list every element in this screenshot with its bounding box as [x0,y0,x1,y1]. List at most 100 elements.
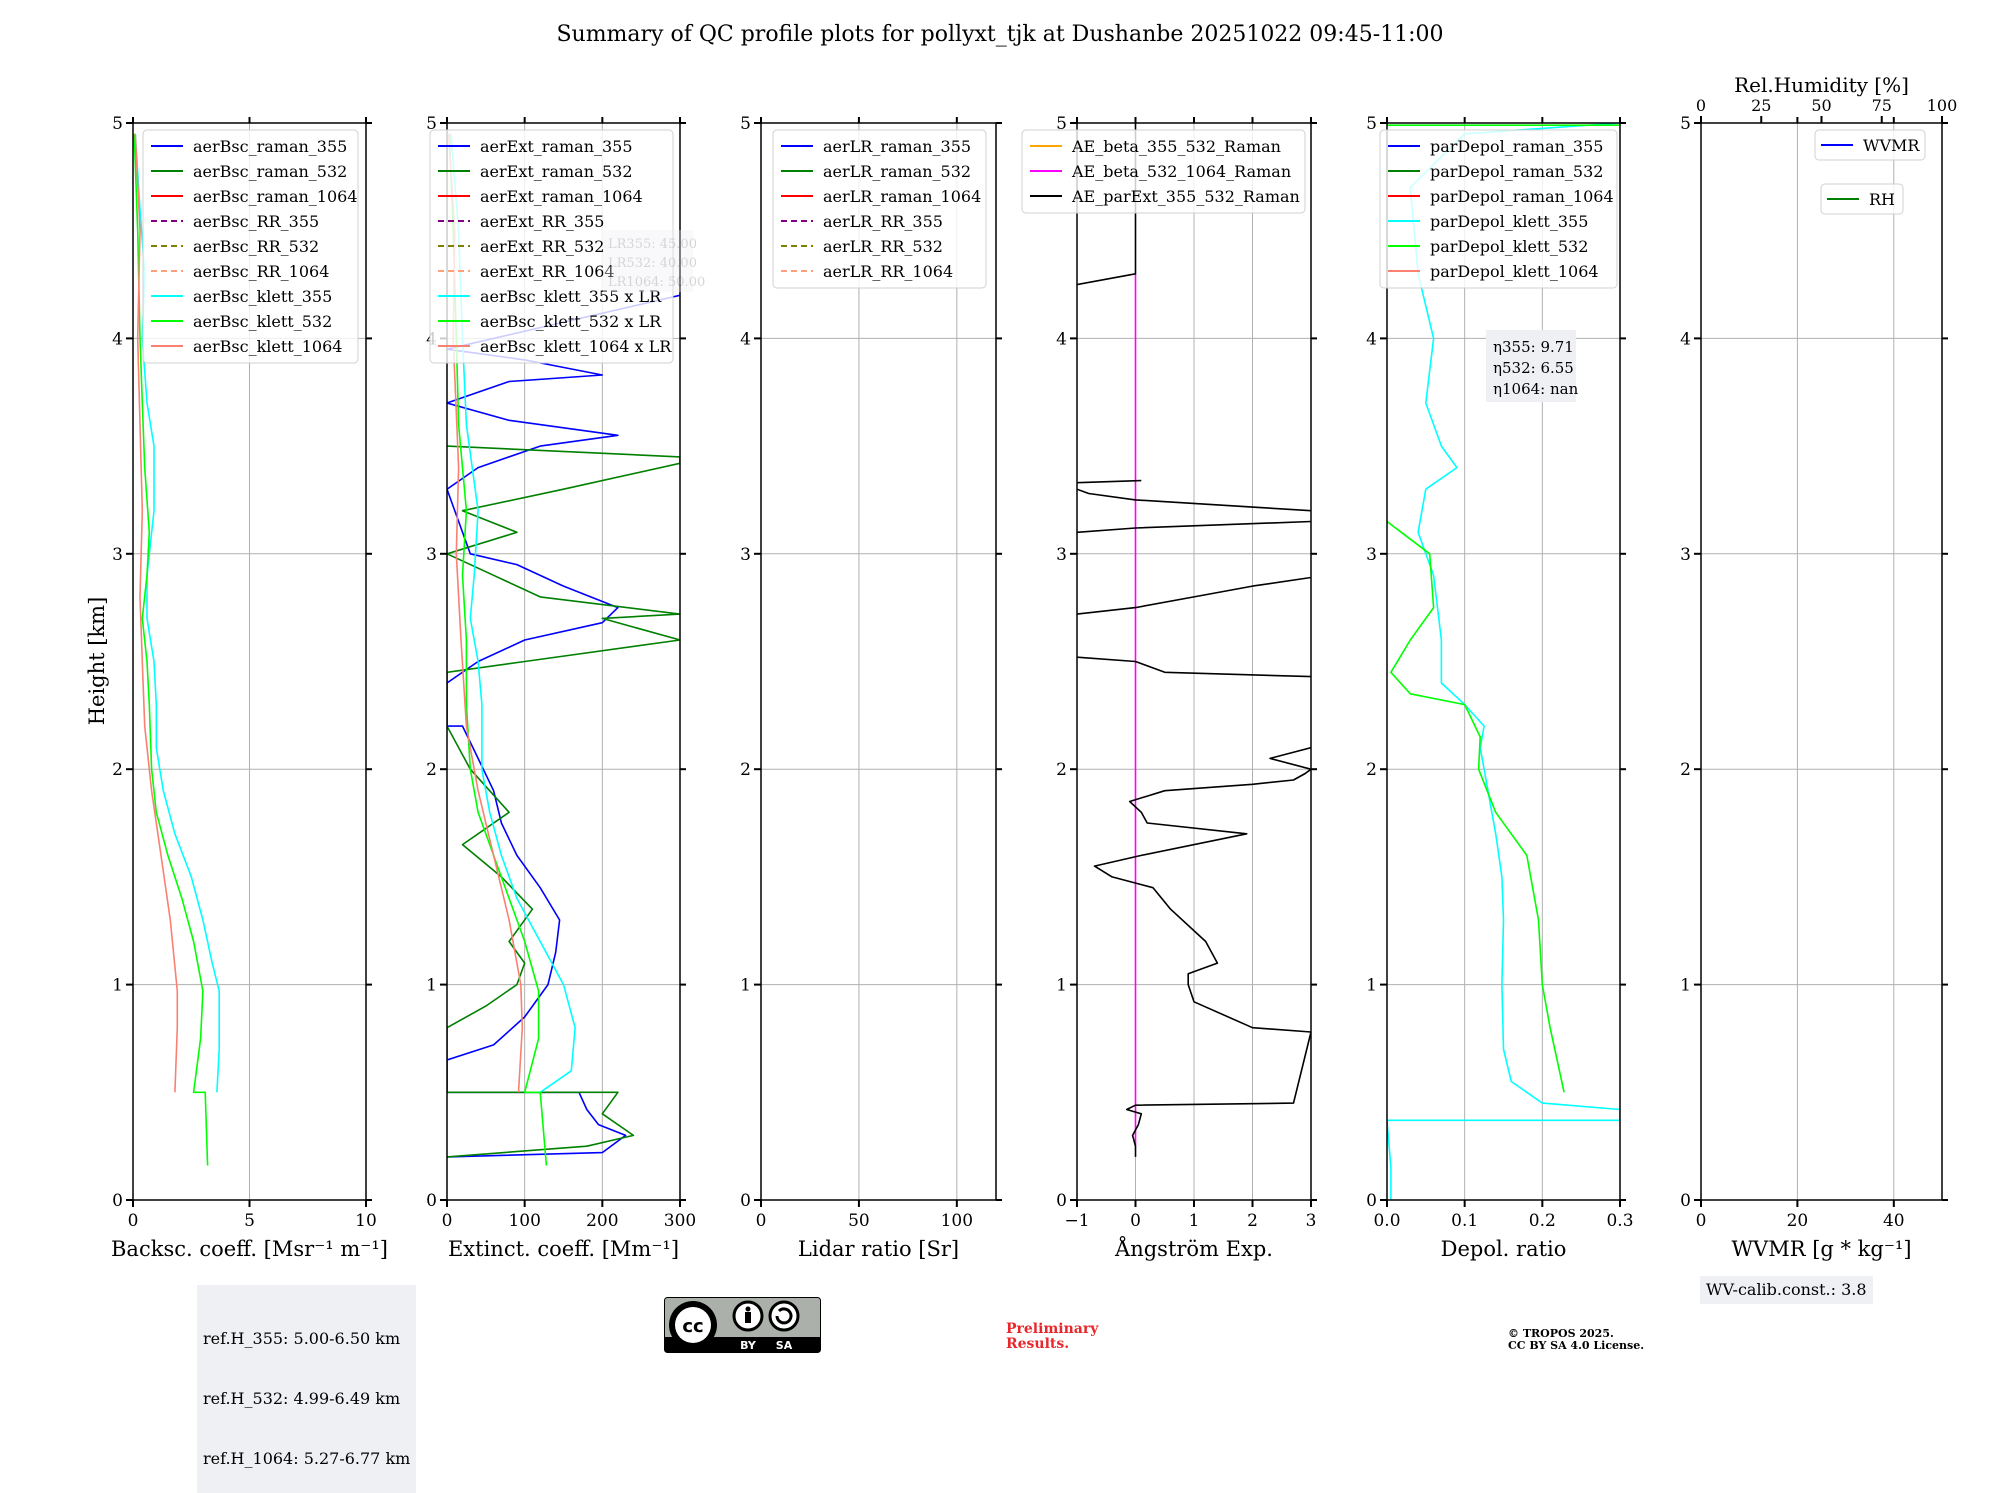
x-tick-label: 0.1 [1451,1211,1478,1231]
legend-label: aerLR_raman_355 [823,137,971,156]
y-axis-label: Height [km] [85,597,109,726]
legend-label: AE_parExt_355_532_Raman [1071,187,1300,206]
y-tick-label: 0 [1680,1191,1691,1211]
y-tick-label: 5 [1056,114,1067,134]
legend-label: aerBsc_raman_1064 [193,187,358,206]
figure-title: Summary of QC profile plots for pollyxt_… [556,22,1444,47]
legend-backscatter: aerBsc_raman_355 aerBsc_raman_532 aerBsc_r… [142,129,359,364]
axes-frame [760,122,997,1201]
wv-calib-box: WV-calib.const.: 3.8 [1700,1276,1873,1304]
legend-label: aerBsc_klett_1064 x LR [480,337,672,356]
x-tick-label: 100 [941,1211,973,1231]
rh-tick-label: 75 [1872,96,1892,115]
legend-label: aerLR_RR_1064 [823,262,953,281]
y-tick-label: 3 [112,545,123,565]
x-tick-label: 0 [1696,1211,1707,1231]
x-tick-label: 0 [442,1211,453,1231]
x-tick-label: 0 [1130,1211,1141,1231]
y-tick-label: 1 [112,976,123,996]
copyright-line-2: CC BY SA 4.0 License. [1508,1339,1645,1352]
legend-label: parDepol_raman_532 [1430,162,1603,181]
y-tick-label: 0 [112,1191,123,1211]
y-tick-label: 4 [1680,329,1691,349]
ref-height-532: ref.H_532: 4.99-6.49 km [203,1389,401,1408]
ref-height-box: ref.H_355: 5.00-6.50 km ref.H_532: 4.99-… [197,1285,417,1493]
legend-label: aerExt_raman_355 [480,137,633,156]
y-tick-label: 5 [426,114,437,134]
eta-label: η1064: nan [1493,380,1579,398]
svg-text:BY: BY [740,1339,757,1352]
legend-label: aerBsc_klett_355 x LR [480,287,662,306]
x-tick-label: 0.0 [1373,1211,1400,1231]
y-tick-label: 1 [1056,976,1067,996]
legend-label: aerBsc_RR_355 [193,212,319,231]
y-tick-label: 1 [1366,976,1377,996]
legend-depolarization: parDepol_raman_355 parDepol_raman_532 parD… [1379,129,1618,289]
x-tick-label: 5 [244,1211,255,1231]
x-tick-label: 1 [1189,1211,1200,1231]
lidar-ratio-annotation: LR355: 45.00 LR532: 40.00 LR1064: 50.00 [603,230,705,292]
legend-lidar_ratio: aerLR_raman_355 aerLR_raman_532 aerLR_rama… [772,129,987,289]
y-tick-label: 4 [740,329,751,349]
rh-tick-label: 0 [1696,96,1706,115]
legend-label: aerBsc_klett_355 [193,287,332,306]
series-line [1387,123,1620,1200]
eta-annotation: η355: 9.71 η532: 6.55 η1064: nan [1486,330,1579,402]
ref-height-1064: ref.H_1064: 5.27-6.77 km [203,1449,411,1468]
legend-label: parDepol_klett_1064 [1430,262,1599,281]
series-line [448,133,548,1166]
x-tick-label: 2 [1247,1211,1258,1231]
x-axis-label: Lidar ratio [Sr] [798,1237,959,1261]
rh-tick-label: 50 [1811,96,1831,115]
series-line [134,133,179,1093]
x-axis-label: WVMR [g * kg⁻¹] [1731,1237,1911,1261]
legend-label: aerBsc_raman_532 [193,162,347,181]
rh-tick-label: 25 [1751,96,1771,115]
legend-label: AE_beta_532_1064_Raman [1071,162,1291,181]
rh-top-axis: 0 25 50 75 100 Rel.Humidity [%] [1696,73,1957,123]
panel-lidar_ratio: 0 50 100 0 1 2 3 4 5 Lidar ratio [Sr] aerLR_raman_… [740,114,1002,1261]
y-tick-label: 3 [1366,545,1377,565]
y-tick-label: 2 [112,760,123,780]
x-tick-label: 100 [508,1211,540,1231]
x-tick-label: 50 [848,1211,870,1231]
cc-license-icon: cc BY SA [664,1297,821,1353]
legend-label: aerBsc_klett_532 [193,312,332,331]
legend-label: parDepol_raman_1064 [1430,187,1614,206]
legend-box [1379,129,1618,289]
axes-frame [1700,122,1943,1201]
lidar-ratio-label: LR532: 40.00 [608,256,697,271]
rh-tick-label: 100 [1927,96,1958,115]
series-line [1387,520,1565,1093]
legend-label: aerBsc_RR_532 [193,237,319,256]
legend-box [429,129,674,364]
y-tick-label: 1 [1680,976,1691,996]
legend-label: parDepol_klett_532 [1430,237,1588,256]
legend-label: aerLR_RR_355 [823,212,943,231]
legend-label: aerLR_raman_1064 [823,187,981,206]
x-axis-label: Backsc. coeff. [Msr⁻¹ m⁻¹] [111,1237,388,1261]
legend-angstrom: AE_beta_355_532_Raman AE_beta_532_1064_Ra… [1021,129,1306,214]
rh-axis-label: Rel.Humidity [%] [1734,73,1909,97]
legend-box [142,129,359,364]
preliminary-note: Preliminary Results. [1006,1322,1098,1352]
x-tick-label: 0 [128,1211,139,1231]
ref-height-355: ref.H_355: 5.00-6.50 km [203,1329,401,1348]
y-tick-label: 3 [1056,545,1067,565]
series-line [1077,520,1311,534]
y-tick-label: 3 [740,545,751,565]
y-tick-label: 5 [740,114,751,134]
series-line [1077,488,1311,512]
preliminary-line-1: Preliminary [1006,1321,1099,1337]
y-tick-label: 4 [112,329,123,349]
legend-label: parDepol_klett_355 [1430,212,1588,231]
series-line [1093,746,1311,1157]
y-tick-label: 1 [426,976,437,996]
y-tick-label: 5 [1366,114,1377,134]
series-line [1077,656,1311,678]
panel-depolarization: 0.0 0.1 0.2 0.3 0 1 2 3 4 5 Depol. ratio parDepol_r… [1366,114,1633,1261]
x-tick-label: 20 [1787,1211,1809,1231]
x-axis-label: Extinct. coeff. [Mm⁻¹] [448,1237,679,1261]
panel-wvmr: 0 20 40 0 1 2 3 4 5 WVMR [g * kg⁻¹] [1680,114,1948,1261]
y-tick-label: 5 [1680,114,1691,134]
